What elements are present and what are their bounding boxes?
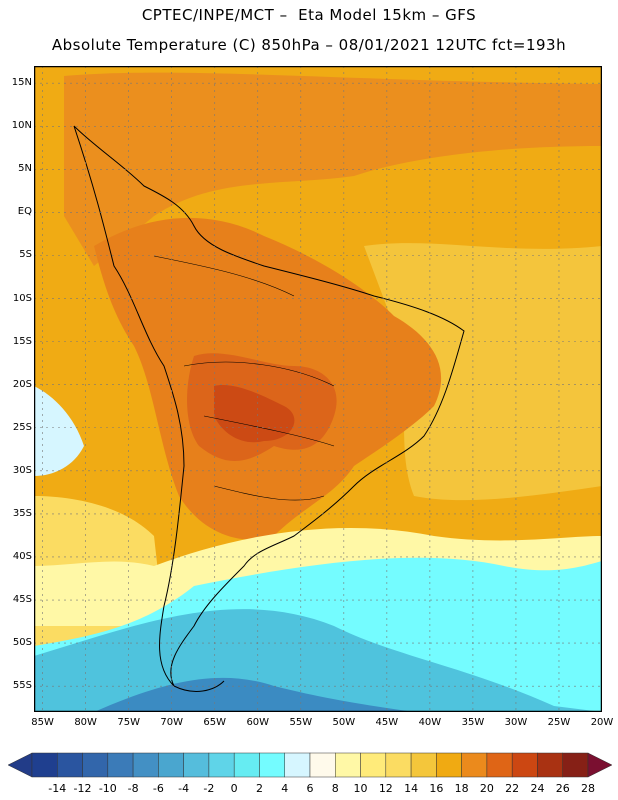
zone-northern-orange <box>64 72 602 266</box>
colorbar-segment <box>309 752 336 778</box>
lat-label: 10N <box>11 120 32 132</box>
lat-label: 20S <box>12 378 32 390</box>
lat-label: 15N <box>11 77 32 89</box>
colorbar-label: 26 <box>555 782 570 795</box>
lon-label: 50W <box>332 717 356 728</box>
colorbar-label: 24 <box>530 782 545 795</box>
colorbar <box>8 752 612 778</box>
colorbar-segment <box>410 752 437 778</box>
lon-label: 70W <box>160 717 183 728</box>
colorbar-label: -10 <box>98 782 117 795</box>
colorbar-segment <box>158 752 184 778</box>
country-borders <box>153 255 335 501</box>
lon-label: 25W <box>547 717 571 728</box>
title-line-1: CPTEC/INPE/MCT – Eta Model 15km – GFS <box>141 6 477 24</box>
colorbar-label: 6 <box>306 782 314 795</box>
colorbar-segment <box>31 752 58 778</box>
colorbar-label: 14 <box>404 782 419 795</box>
lat-label: 50S <box>12 637 32 649</box>
colorbar-segment <box>107 752 134 778</box>
colorbar-label: -14 <box>48 782 67 795</box>
colorbar-over-triangle <box>587 752 612 778</box>
colorbar-segment <box>335 752 361 778</box>
colorbar-segment <box>183 752 210 778</box>
lon-label: 85W <box>31 717 54 728</box>
lon-label: 75W <box>117 717 140 728</box>
lat-label: 5S <box>19 249 32 261</box>
colorbar-label: 28 <box>581 782 595 795</box>
continent-outline <box>73 125 465 692</box>
lat-label: 35S <box>12 507 32 519</box>
colorbar-label: 12 <box>378 782 393 795</box>
lat-label: 5N <box>18 163 32 175</box>
map-canvas <box>34 66 602 712</box>
temperature-map <box>34 66 602 712</box>
colorbar-segment <box>385 752 412 778</box>
colorbar-label: -6 <box>152 782 164 795</box>
lon-label: 20W <box>590 717 614 728</box>
colorbar-segment <box>461 752 488 778</box>
lat-label: 10S <box>12 292 32 304</box>
colorbar-label: -4 <box>178 782 190 795</box>
colorbar-segment <box>82 752 109 778</box>
lon-label: 65W <box>203 717 227 728</box>
lon-label: 30W <box>504 717 528 728</box>
colorbar-label: 8 <box>331 782 339 795</box>
colorbar-segment <box>511 752 538 778</box>
lon-label: 45W <box>375 717 399 728</box>
title-line-2: Absolute Temperature (C) 850hPa – 08/01/… <box>51 36 567 54</box>
colorbar-segment <box>132 752 159 778</box>
lat-label: 55S <box>12 680 32 692</box>
colorbar-segment <box>259 752 285 778</box>
lon-label: 80W <box>74 717 97 728</box>
colorbar-label: -8 <box>127 782 139 795</box>
colorbar-segment <box>57 752 83 778</box>
lon-label: 55W <box>289 717 313 728</box>
lat-label: 15S <box>12 335 32 347</box>
colorbar-label: 10 <box>353 782 368 795</box>
colorbar-label: 22 <box>505 782 520 795</box>
colorbar-label: 4 <box>281 782 289 795</box>
colorbar-label: 20 <box>479 782 494 795</box>
colorbar-label: -12 <box>73 782 92 795</box>
colorbar-segment <box>208 752 235 778</box>
colorbar-segment <box>360 752 387 778</box>
lat-label: EQ <box>17 206 32 218</box>
lon-label: 60W <box>246 717 270 728</box>
lat-label: 40S <box>12 550 32 562</box>
colorbar-segment <box>486 752 513 778</box>
zone-pacific-pale <box>34 386 84 476</box>
colorbar-segment <box>284 752 311 778</box>
colorbar-segment <box>233 752 260 778</box>
colorbar-segment <box>562 752 589 778</box>
colorbar-label: 18 <box>454 782 469 795</box>
lat-label: 25S <box>12 421 32 433</box>
gridlines <box>34 66 602 712</box>
colorbar-label: 16 <box>429 782 444 795</box>
lon-label: 40W <box>418 717 442 728</box>
colorbar-label: -2 <box>203 782 215 795</box>
lat-label: 30S <box>12 464 32 476</box>
colorbar-under-triangle <box>8 752 33 778</box>
lat-label: 45S <box>12 594 32 606</box>
colorbar-segment <box>436 752 462 778</box>
colorbar-segment <box>537 752 563 778</box>
lon-label: 35W <box>461 717 485 728</box>
map-frame <box>34 66 602 712</box>
colorbar-label: 0 <box>230 782 238 795</box>
colorbar-label: 2 <box>255 782 263 795</box>
